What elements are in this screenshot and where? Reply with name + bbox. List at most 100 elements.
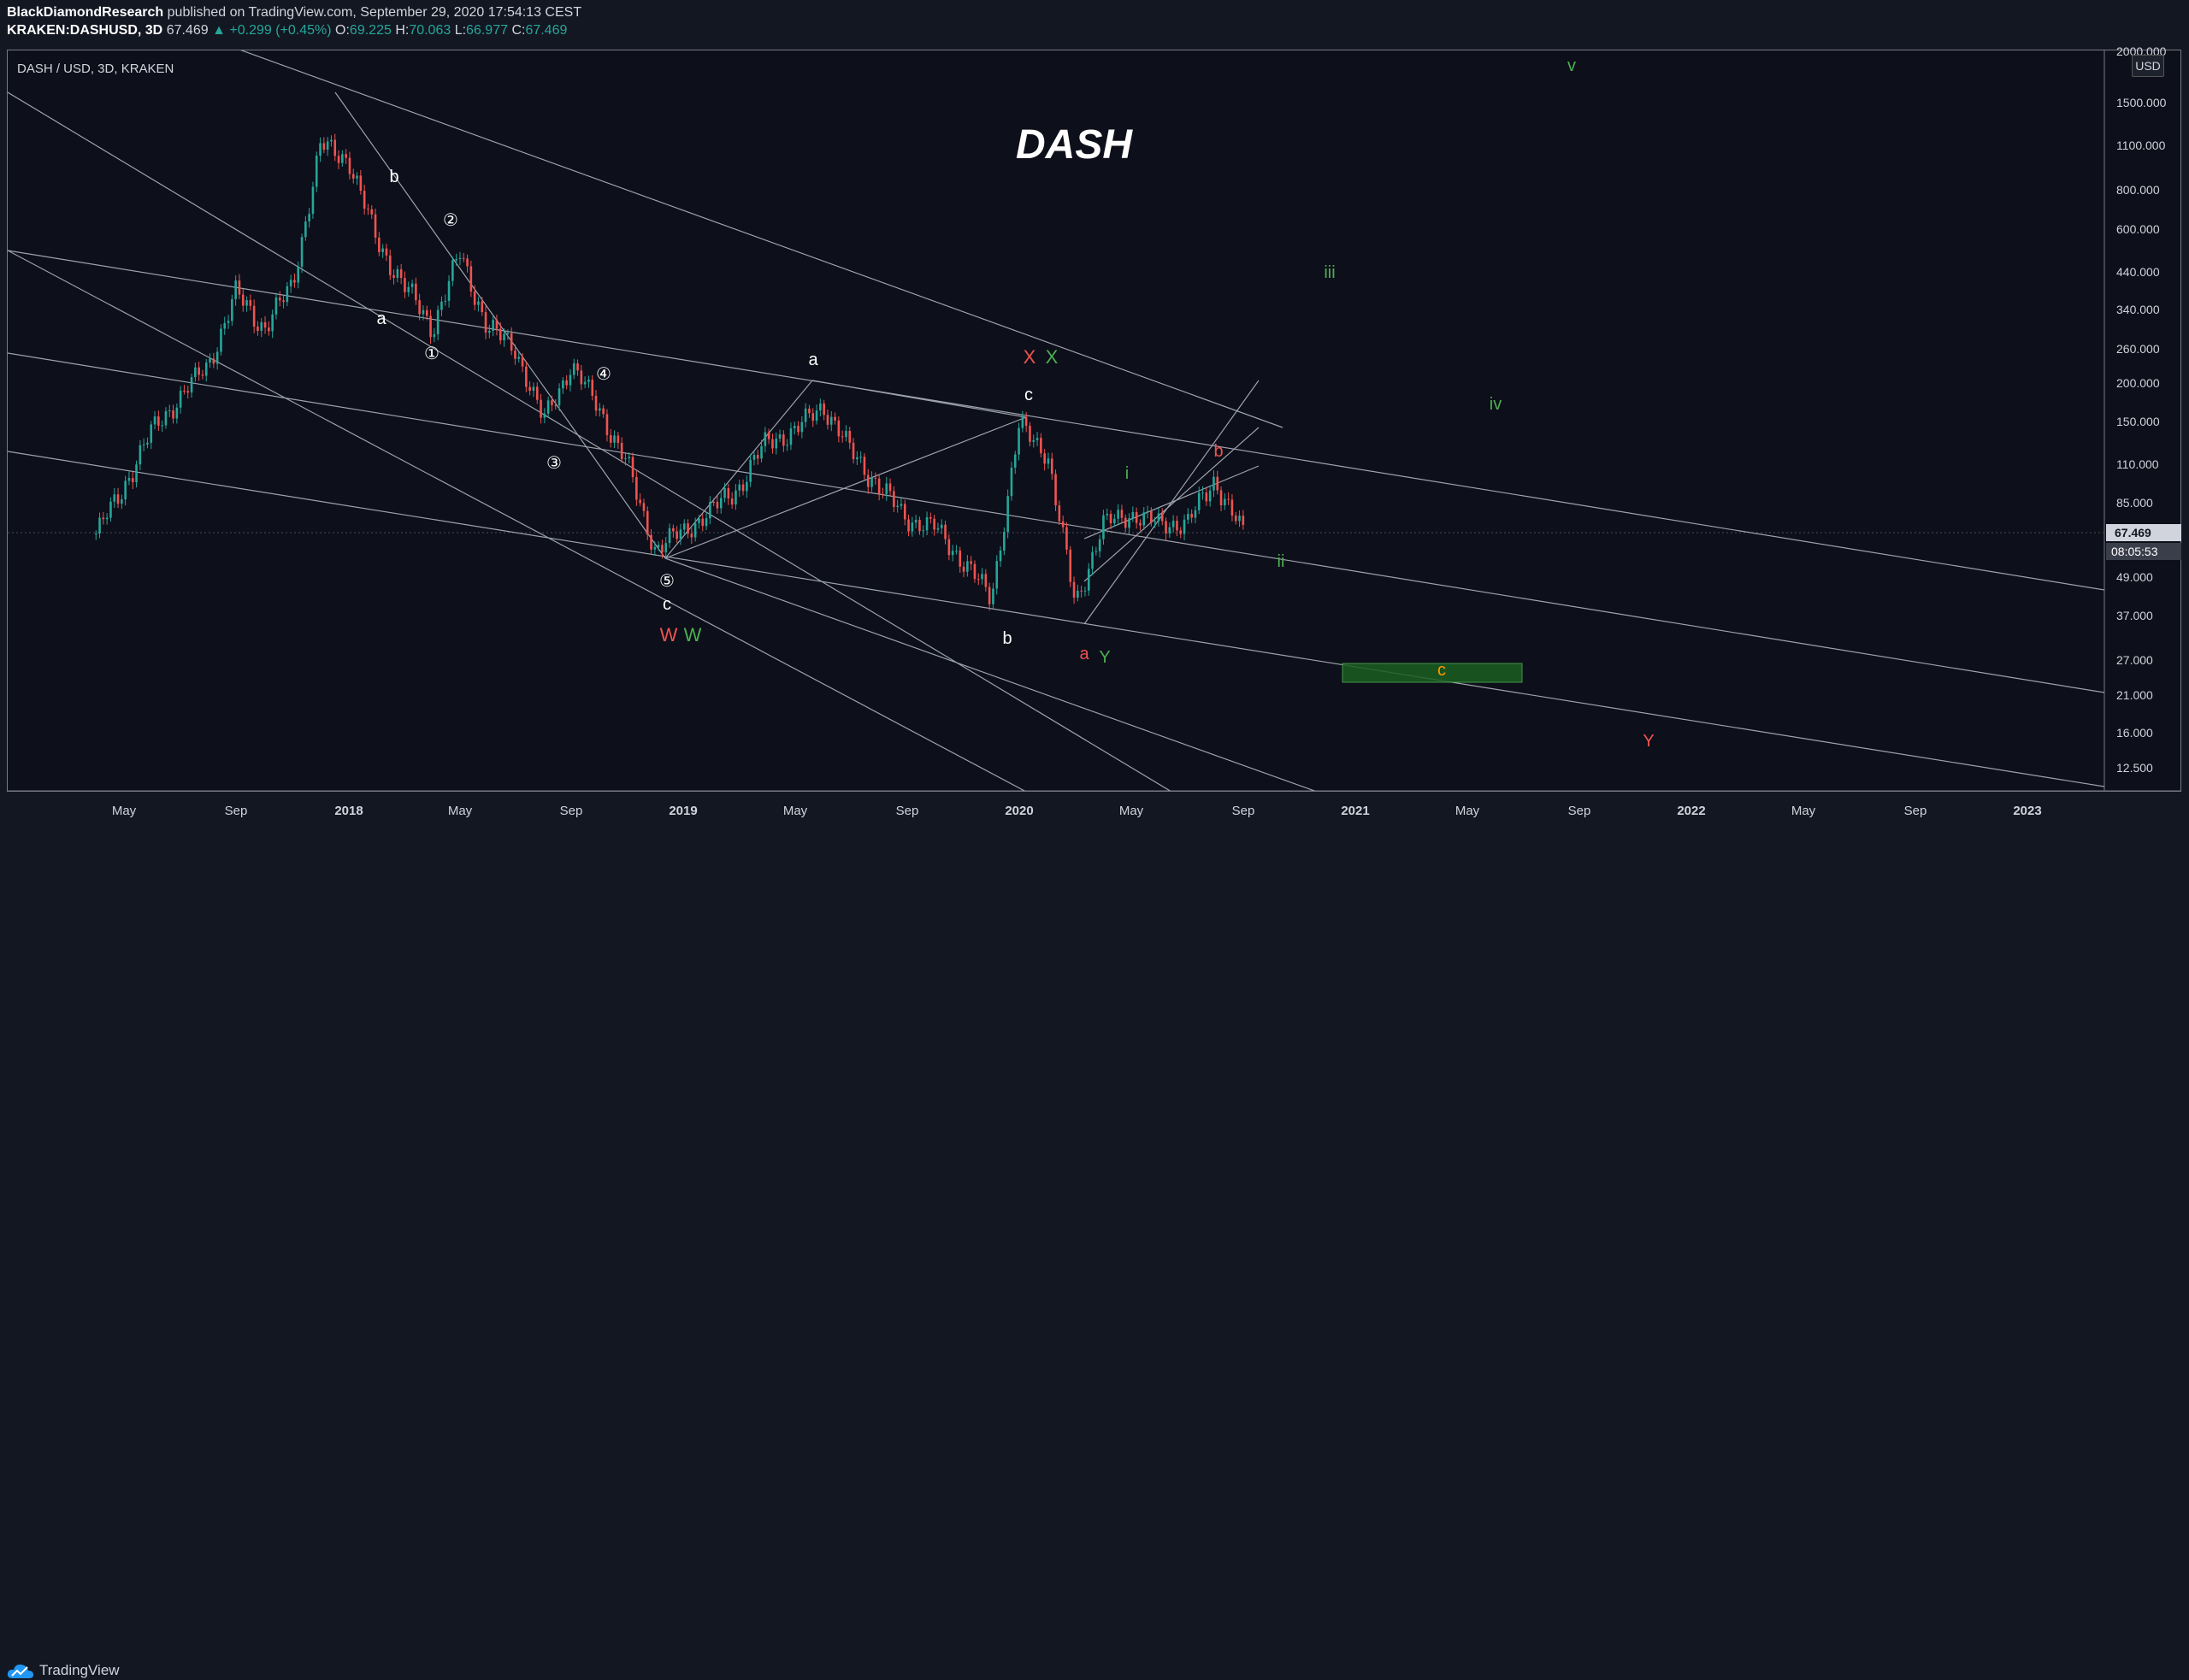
candle-body bbox=[893, 491, 895, 508]
publish-header: BlackDiamondResearch published on Tradin… bbox=[0, 0, 2189, 48]
candle-body bbox=[415, 283, 417, 301]
time-tick-label: May bbox=[1119, 804, 1144, 818]
candle-body bbox=[1091, 551, 1094, 569]
symbol-watermark: DASH bbox=[1016, 122, 1133, 168]
time-axis[interactable]: May Sep 2018 May Sep 2019 May Sep 2020 May Sep 2021… bbox=[112, 804, 2042, 818]
candle-body bbox=[1157, 513, 1160, 522]
brand-name: TradingView bbox=[39, 1662, 120, 1678]
candle-body bbox=[135, 464, 138, 483]
candle-body bbox=[749, 459, 752, 482]
candle-body bbox=[962, 566, 965, 572]
candle-body bbox=[1227, 498, 1230, 500]
candle-body bbox=[1165, 521, 1167, 533]
candle-body bbox=[234, 280, 237, 299]
currency-button[interactable]: USD bbox=[2132, 55, 2164, 77]
candle-body bbox=[756, 455, 759, 459]
candle-body bbox=[605, 414, 609, 435]
candle-body bbox=[153, 416, 156, 425]
candle-body bbox=[451, 260, 454, 281]
candle-body bbox=[506, 333, 510, 334]
candle-body bbox=[727, 487, 730, 498]
time-tick-label: Sep bbox=[560, 804, 583, 818]
candle-body bbox=[650, 534, 652, 550]
candle-body bbox=[705, 518, 708, 527]
candle-body bbox=[811, 413, 815, 421]
candle-body bbox=[970, 561, 972, 564]
candle-body bbox=[385, 248, 388, 256]
candle-body bbox=[782, 434, 785, 446]
candle-body bbox=[322, 143, 326, 150]
candle-body bbox=[925, 516, 929, 531]
price-tick-label: 800.000 bbox=[2116, 183, 2160, 197]
wave-label: iv bbox=[1490, 395, 1502, 414]
time-tick-label: 2019 bbox=[669, 804, 697, 818]
candle-body bbox=[116, 494, 120, 504]
candle-body bbox=[741, 484, 745, 492]
candle-body bbox=[642, 503, 646, 511]
candle-body bbox=[404, 278, 406, 292]
candle-body bbox=[856, 457, 858, 460]
price-tick-label: 440.000 bbox=[2116, 265, 2160, 279]
candle-body bbox=[1024, 416, 1028, 426]
candle-body bbox=[201, 374, 204, 376]
wave-label: b bbox=[1213, 442, 1223, 461]
close-value: 67.469 bbox=[525, 23, 568, 38]
candle-body bbox=[297, 266, 300, 283]
candle-body bbox=[381, 248, 384, 252]
candle-body bbox=[882, 493, 884, 495]
candle-body bbox=[959, 551, 962, 567]
candle-body bbox=[528, 386, 531, 392]
candle-body bbox=[517, 357, 521, 359]
wave-label: W bbox=[684, 624, 702, 645]
candle-body bbox=[845, 430, 847, 438]
chart-frame[interactable] bbox=[7, 50, 2181, 792]
candle-body bbox=[1171, 521, 1175, 528]
candle-body bbox=[1150, 510, 1153, 523]
candle-body bbox=[124, 480, 127, 500]
candle-body bbox=[752, 455, 756, 460]
candle-body bbox=[709, 502, 711, 519]
candle-body bbox=[186, 391, 190, 393]
wave-label: W bbox=[660, 624, 678, 645]
candle-body bbox=[1021, 416, 1024, 428]
candles-layer bbox=[94, 133, 1245, 611]
candle-body bbox=[888, 483, 892, 492]
price-axis[interactable]: 2000.0001500.0001100.000800.000600.00044… bbox=[2106, 44, 2181, 775]
candle-body bbox=[1179, 530, 1183, 534]
high-label: H: bbox=[395, 23, 410, 38]
candle-body bbox=[341, 154, 344, 163]
candle-body bbox=[503, 333, 505, 341]
candle-body bbox=[635, 477, 638, 500]
candle-body bbox=[929, 516, 932, 519]
candle-body bbox=[1117, 510, 1119, 519]
candle-body bbox=[521, 357, 524, 367]
candle-body bbox=[815, 410, 818, 421]
candle-body bbox=[257, 326, 259, 332]
price-tick-label: 16.000 bbox=[2116, 726, 2153, 740]
candle-body bbox=[1160, 513, 1164, 522]
time-tick-label: Sep bbox=[1904, 804, 1927, 818]
candle-body bbox=[693, 522, 697, 538]
candle-body bbox=[308, 214, 310, 222]
candle-body bbox=[410, 283, 414, 287]
candle-body bbox=[554, 404, 558, 406]
wave-label: ④ bbox=[596, 365, 611, 384]
candle-body bbox=[345, 154, 347, 158]
wave-label: b bbox=[1002, 629, 1012, 648]
candle-body bbox=[1109, 514, 1112, 524]
author-name[interactable]: BlackDiamondResearch bbox=[7, 5, 164, 20]
candle-body bbox=[628, 457, 631, 459]
candle-body bbox=[351, 174, 355, 179]
time-tick-label: Sep bbox=[1232, 804, 1255, 818]
candle-body bbox=[333, 139, 337, 156]
candle-body bbox=[1242, 516, 1245, 525]
candle-body bbox=[223, 322, 227, 329]
candle-body bbox=[1003, 532, 1006, 551]
candle-body bbox=[1208, 490, 1212, 502]
candle-body bbox=[1098, 539, 1101, 551]
tradingview-logo[interactable]: TradingView bbox=[7, 1661, 120, 1680]
candle-body bbox=[238, 280, 241, 295]
candle-body bbox=[591, 380, 594, 396]
countdown-label: 08:05:53 bbox=[2111, 545, 2158, 558]
